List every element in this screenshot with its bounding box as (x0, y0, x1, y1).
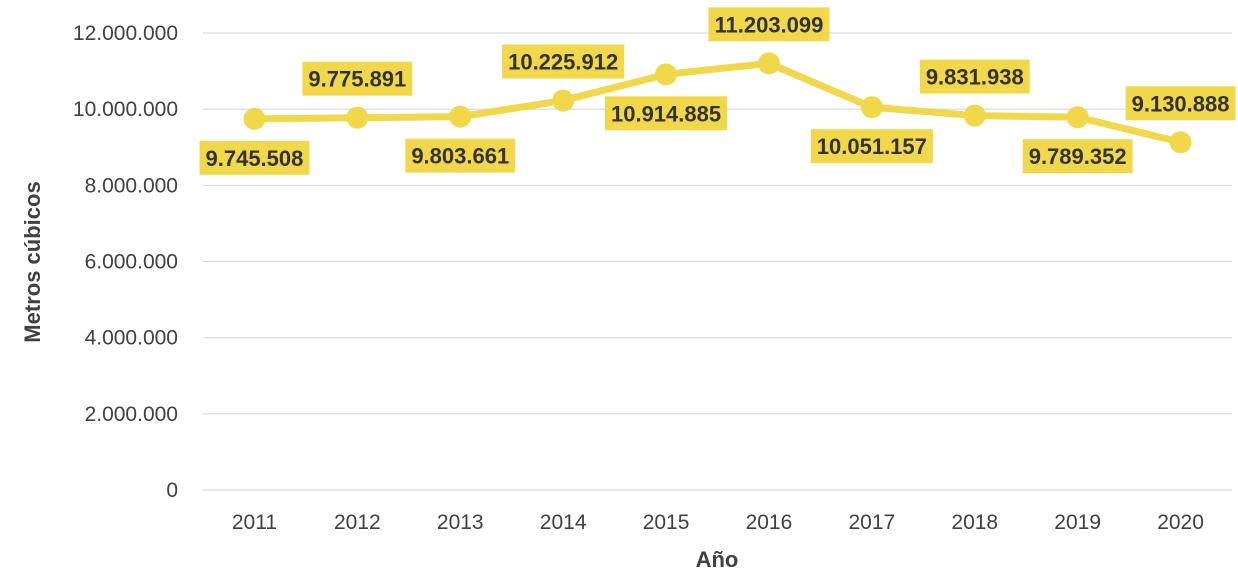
data-point (757, 52, 780, 75)
x-axis-title: Año (696, 547, 739, 570)
data-label: 9.745.508 (199, 140, 310, 175)
series (243, 52, 1192, 154)
data-label: 9.775.891 (302, 61, 413, 96)
data-label-text: 11.203.099 (714, 12, 823, 37)
series-line (250, 59, 1185, 146)
data-label-box (604, 96, 728, 131)
data-label-text: 10.914.885 (611, 101, 721, 126)
data-label-box (1125, 86, 1236, 121)
x-tick-label: 2020 (1157, 511, 1204, 534)
y-axis-ticks: 0 2.000.000 4.000.000 6.000.000 8.000.000 10.… (73, 22, 178, 502)
y-tick-label: 8.000.000 (85, 174, 178, 197)
data-point (449, 105, 472, 128)
y-axis-title: Metros cúbicos (20, 181, 45, 342)
data-label-text: 9.130.888 (1132, 91, 1230, 116)
data-label: 10.051.157 (810, 129, 933, 164)
y-tick-label: 10.000.000 (73, 98, 178, 121)
x-tick-label: 2016 (746, 511, 793, 534)
y-tick-label: 2.000.000 (85, 403, 178, 426)
data-label-box (810, 129, 933, 164)
data-label: 9.789.352 (1022, 139, 1133, 174)
x-tick-label: 2014 (540, 511, 587, 534)
data-label-box (502, 44, 625, 79)
data-label-text: 10.225.912 (508, 50, 618, 75)
data-labels: 9.745.508 9.775.891 9.803.661 10.225.912 10.… (199, 7, 1236, 175)
data-label-text: 9.775.891 (308, 67, 406, 92)
data-label-box (708, 7, 830, 42)
data-label-text: 9.745.508 (206, 146, 304, 171)
data-point (346, 106, 369, 129)
x-axis-ticks: 2011 2012 2013 2014 2015 2016 2017 2018 2019 2020 (232, 511, 1204, 534)
x-tick-label: 2015 (643, 511, 690, 534)
data-label-text: 9.803.661 (411, 144, 509, 169)
data-point (963, 104, 986, 127)
data-point (1066, 106, 1089, 129)
data-label-box (405, 138, 516, 173)
data-label-box (1022, 139, 1133, 174)
data-point (552, 89, 575, 112)
data-label: 9.831.938 (919, 59, 1030, 94)
data-label-text: 9.789.352 (1029, 144, 1127, 169)
data-label-box (919, 59, 1030, 94)
data-label: 10.225.912 (502, 44, 625, 79)
y-tick-label: 4.000.000 (85, 327, 178, 350)
y-tick-label: 6.000.000 (85, 251, 178, 274)
x-tick-label: 2011 (232, 511, 277, 534)
data-label-text: 9.831.938 (926, 65, 1024, 90)
data-point (243, 107, 266, 130)
data-point (655, 63, 678, 86)
data-point (860, 96, 883, 119)
data-point (1169, 131, 1192, 154)
data-label-box (199, 140, 310, 175)
data-label: 9.803.661 (405, 138, 516, 173)
x-tick-label: 2017 (848, 511, 895, 534)
data-label-text: 10.051.157 (817, 134, 927, 159)
data-label-box (302, 61, 413, 96)
x-tick-label: 2013 (437, 511, 484, 534)
x-tick-label: 2019 (1054, 511, 1101, 534)
y-tick-label: 0 (166, 479, 178, 502)
data-label: 10.914.885 (604, 96, 728, 131)
x-tick-label: 2018 (951, 511, 998, 534)
data-label: 9.130.888 (1125, 86, 1236, 121)
x-tick-label: 2012 (334, 511, 381, 534)
y-tick-label: 12.000.000 (73, 22, 178, 45)
data-label: 11.203.099 (708, 7, 830, 42)
